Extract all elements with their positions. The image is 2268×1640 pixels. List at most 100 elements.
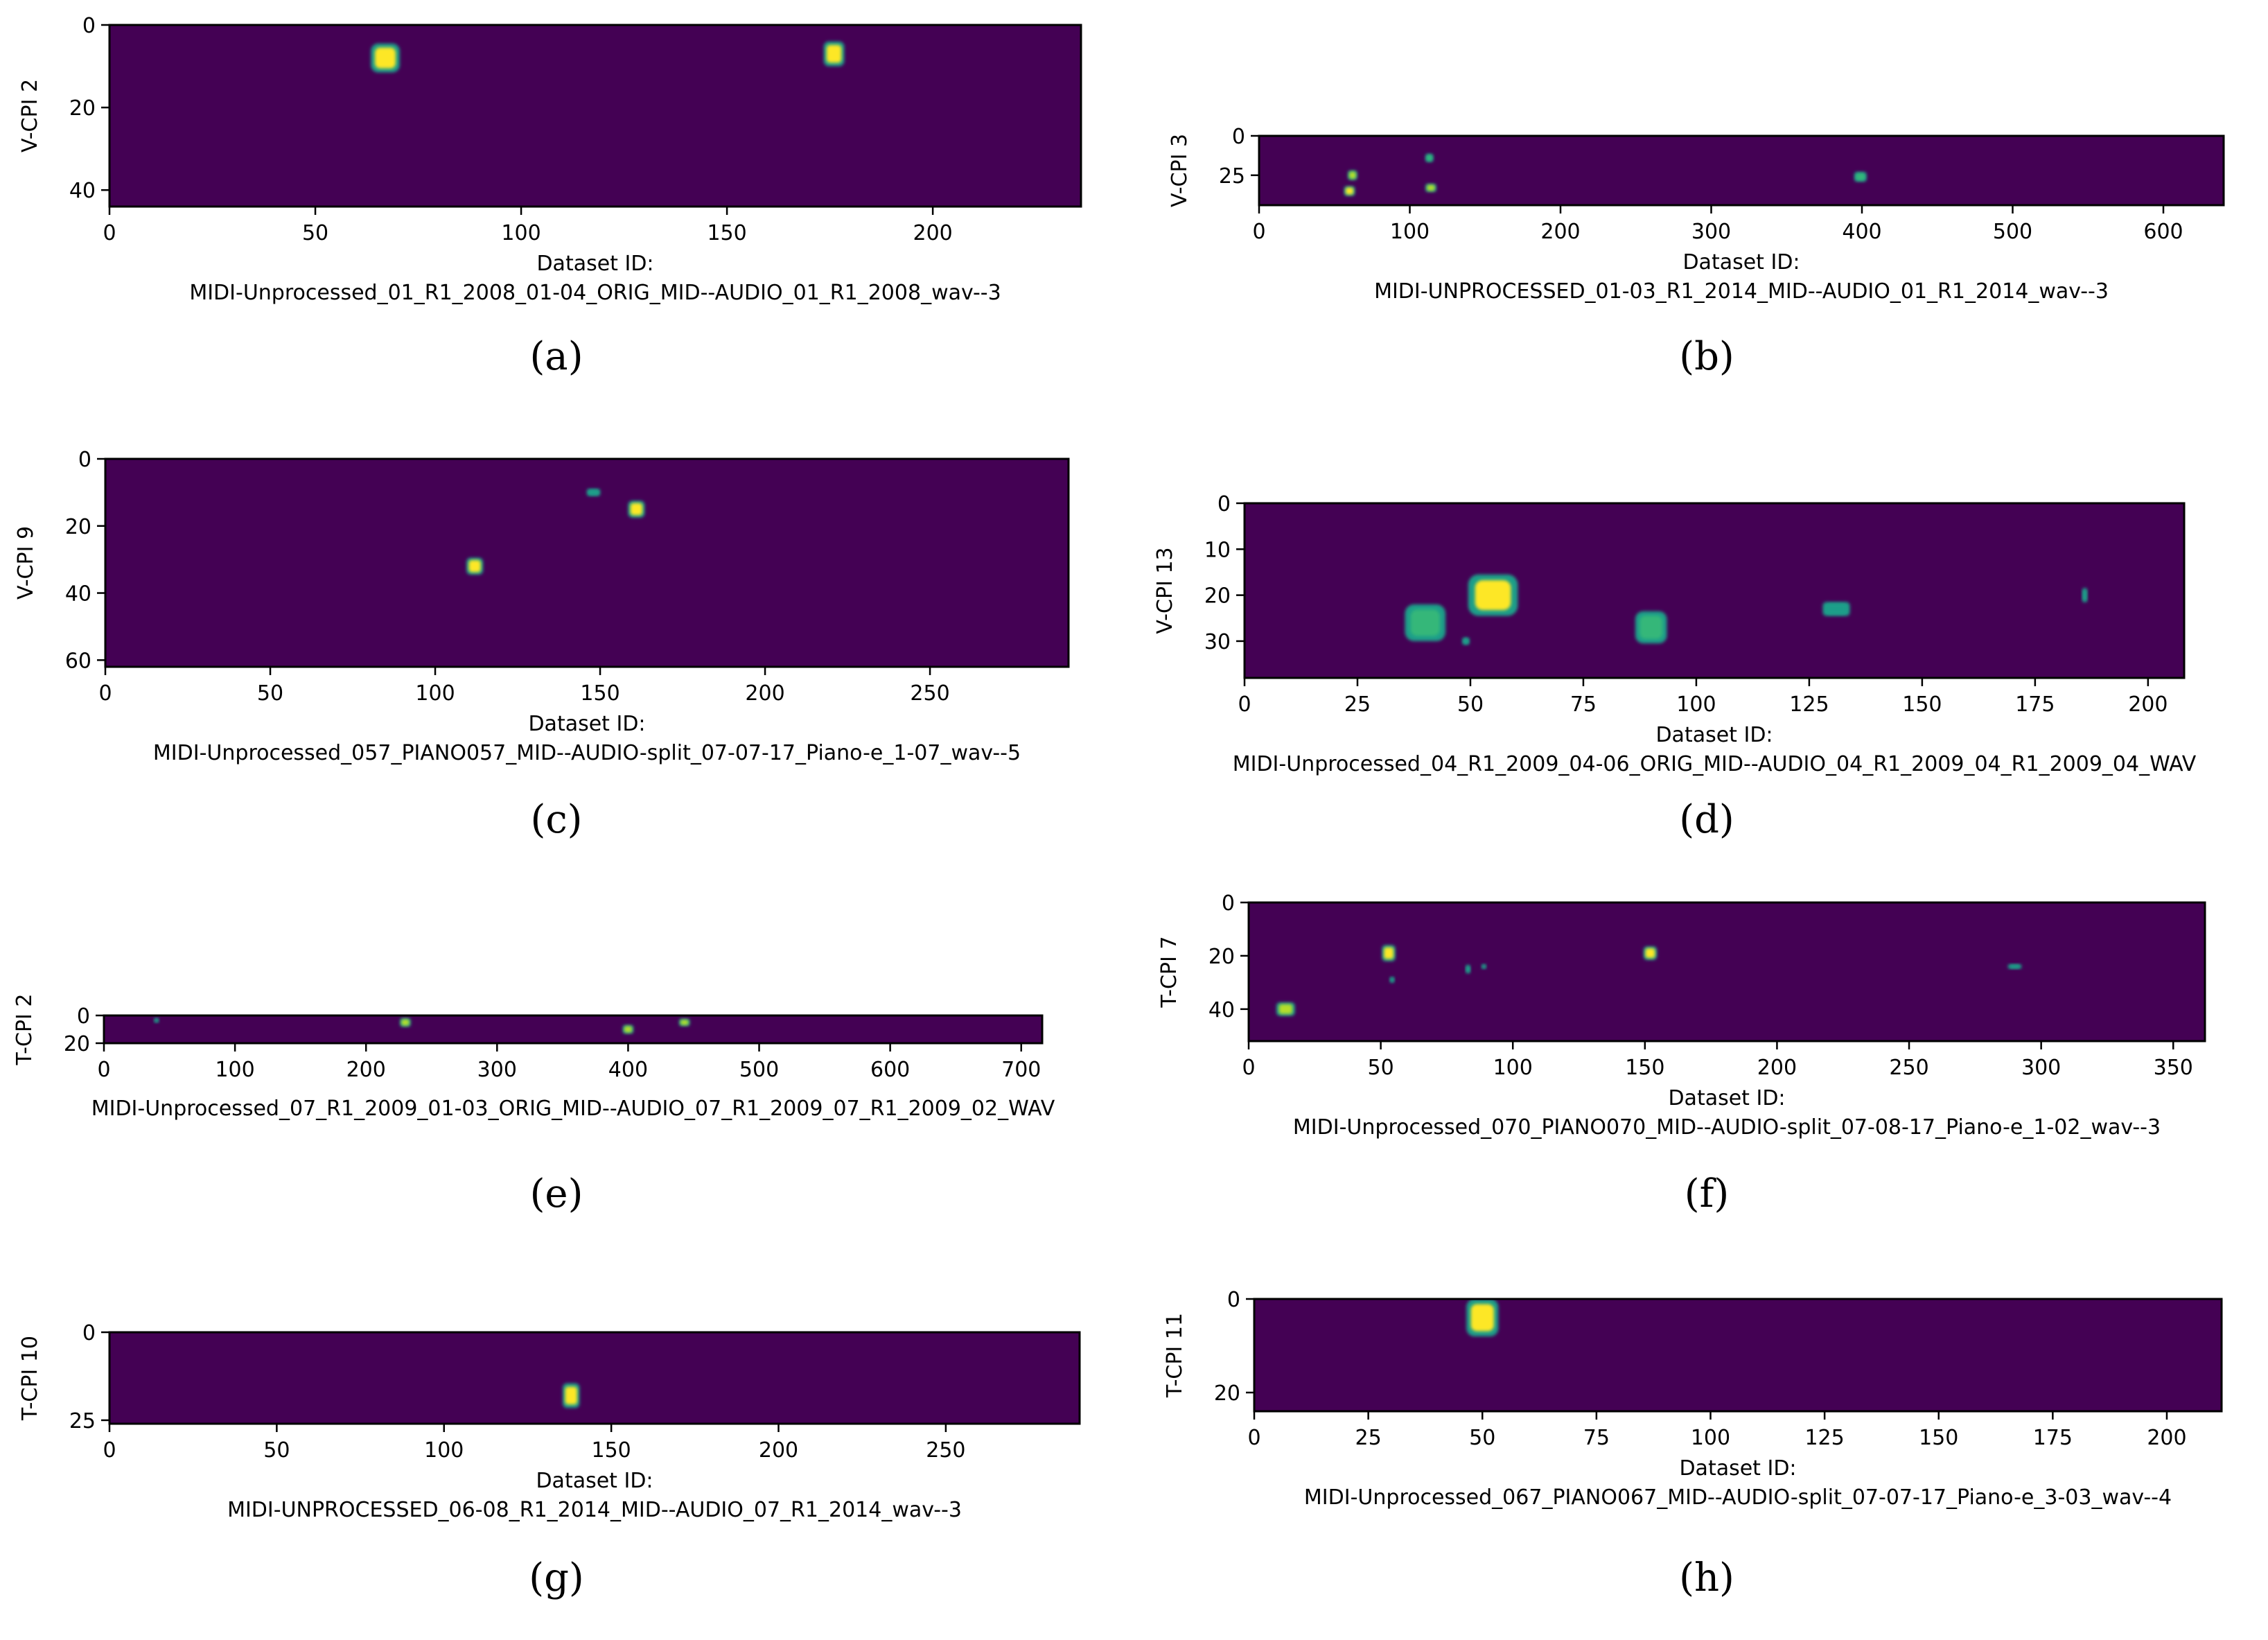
y-tick-label: 20 [64, 1032, 90, 1056]
x-axis-label: Dataset ID: [1668, 1086, 1785, 1110]
heatmap-background [109, 1332, 1080, 1424]
y-tick-label: 40 [1208, 998, 1235, 1022]
x-tick-label: 50 [263, 1438, 290, 1463]
heatmap-blob-core [1410, 609, 1440, 636]
heatmap-blob-core [1470, 1304, 1494, 1332]
heatmap-panel-f: 0 50 100 150 200 250 300 350 0 20 40 T-CPI 7 Dataset… [1124, 868, 2233, 1173]
heatmap-svg: 0 100 200 300 400 500 600 0 25 V-CPI 3 Dataset ID:… [1168, 125, 2225, 304]
y-tick-label: 40 [69, 179, 96, 203]
heatmap-blob-core [1463, 638, 1468, 644]
y-axis-label: V-CPI 13 [1153, 547, 1177, 634]
x-axis-dataset-id: MIDI-Unprocessed_070_PIANO070_MID--AUDIO… [1293, 1115, 2161, 1140]
panel-caption: (h) [1679, 1555, 1734, 1600]
heatmap-blob-core [1466, 966, 1470, 972]
y-tick-label: 20 [1204, 584, 1231, 609]
axes-frame [103, 1014, 1044, 1045]
x-tick-label: 200 [913, 221, 953, 245]
axes-frame [108, 24, 1082, 208]
heatmap-svg: 0 50 100 150 200 250 0 20 40 60 V-CPI 9 Dataset ID:… [14, 448, 1070, 765]
x-tick-label: 250 [910, 681, 949, 706]
x-axis-dataset-id: MIDI-Unprocessed_067_PIANO067_MID--AUDIO… [1304, 1485, 2172, 1510]
y-tick-label: 40 [65, 582, 91, 607]
x-tick-label: 300 [2021, 1056, 2061, 1080]
x-tick-label: 700 [1001, 1058, 1041, 1082]
y-axis-label: T-CPI 10 [18, 1336, 42, 1421]
y-axis-label: V-CPI 3 [1168, 134, 1192, 207]
heatmap-svg: 0 50 100 150 200 250 300 350 0 20 40 T-CPI 7 Dataset… [1157, 891, 2206, 1140]
heatmap-blob-core [468, 560, 481, 573]
x-tick-label: 300 [477, 1058, 517, 1082]
heatmap-blob-core [1390, 977, 1394, 982]
y-tick-label: 0 [82, 1321, 96, 1345]
heatmap-blob-core [155, 1018, 158, 1022]
x-tick-label: 300 [1691, 220, 1731, 244]
heatmap-blob-core [2083, 590, 2086, 600]
x-tick-label: 600 [2143, 220, 2183, 244]
panel-caption: (c) [530, 797, 583, 842]
heatmap-svg: 0 50 100 150 200 0 20 40 V-CPI 2 Dataset ID: MIDI-… [18, 14, 1082, 305]
y-tick-label: 20 [1208, 945, 1235, 969]
y-tick-label: 10 [1204, 538, 1231, 562]
x-tick-label: 50 [1368, 1056, 1394, 1080]
panel-caption: (e) [529, 1171, 583, 1216]
y-tick-label: 0 [77, 1004, 90, 1029]
y-axis-label: T-CPI 2 [12, 994, 37, 1066]
x-tick-label: 0 [1247, 1426, 1260, 1450]
y-axis-label: T-CPI 11 [1163, 1313, 1187, 1398]
heatmap-panel-b: 0 100 200 300 400 500 600 0 25 V-CPI 3 Dataset ID:… [1134, 101, 2251, 337]
x-tick-label: 250 [1889, 1056, 1928, 1080]
x-axis-label: Dataset ID: [528, 712, 645, 736]
x-tick-label: 150 [1919, 1426, 1958, 1450]
x-tick-label: 100 [1390, 220, 1430, 244]
x-tick-label: 50 [302, 221, 328, 245]
heatmap-blob-core [1349, 171, 1356, 179]
heatmap-background [109, 25, 1081, 207]
x-tick-label: 100 [1676, 692, 1716, 717]
heatmap-svg: 0 50 100 150 200 250 0 25 T-CPI 10 Dataset ID: MID… [18, 1321, 1081, 1522]
x-tick-label: 500 [739, 1058, 779, 1082]
x-tick-label: 0 [103, 221, 116, 245]
heatmap-svg: 0 25 50 75 100 125 150 175 200 0 20 T-CPI 11 Dataset… [1163, 1288, 2223, 1510]
x-tick-label: 25 [1344, 692, 1371, 717]
x-tick-label: 125 [1789, 692, 1829, 717]
x-tick-label: 175 [2015, 692, 2055, 717]
x-tick-label: 200 [2128, 692, 2168, 717]
x-tick-label: 100 [424, 1438, 464, 1463]
x-tick-label: 200 [346, 1058, 386, 1082]
y-axis-label: T-CPI 7 [1157, 936, 1181, 1009]
x-tick-label: 0 [98, 681, 112, 706]
y-tick-label: 30 [1204, 630, 1231, 654]
heatmap-blob-core [680, 1020, 689, 1025]
heatmap-blob-core [630, 503, 642, 516]
x-tick-label: 150 [1902, 692, 1942, 717]
x-tick-label: 0 [1238, 692, 1251, 717]
y-tick-label: 0 [1227, 1288, 1240, 1312]
x-tick-label: 150 [1625, 1056, 1664, 1080]
heatmap-svg: 0 25 50 75 100 125 150 175 200 0 10 20 30 V-CPI 13 Dat… [1153, 492, 2197, 776]
y-tick-label: 0 [78, 448, 91, 472]
x-axis-label: Dataset ID: [1682, 250, 1800, 274]
x-tick-label: 100 [1691, 1426, 1730, 1450]
x-tick-label: 75 [1570, 692, 1597, 717]
x-tick-label: 500 [1993, 220, 2032, 244]
y-tick-label: 25 [69, 1409, 96, 1433]
x-tick-label: 0 [1252, 220, 1265, 244]
heatmap-background [1254, 1299, 2222, 1411]
axes-frame [104, 457, 1070, 668]
heatmap-background [105, 459, 1069, 667]
x-tick-label: 100 [215, 1058, 254, 1082]
heatmap-blob-core [1346, 187, 1353, 195]
heatmap-blob-core [1278, 1004, 1292, 1014]
heatmap-panel-c: 0 50 100 150 200 250 0 20 40 60 V-CPI 9 Dataset ID:… [0, 424, 1096, 799]
x-tick-label: 100 [501, 221, 540, 245]
x-tick-label: 50 [257, 681, 283, 706]
x-axis-dataset-id: MIDI-UNPROCESSED_01-03_R1_2014_MID--AUDI… [1374, 279, 2109, 304]
x-tick-label: 200 [1757, 1056, 1797, 1080]
x-tick-label: 200 [745, 681, 784, 706]
x-axis-dataset-id: MIDI-UNPROCESSED_06-08_R1_2014_MID--AUDI… [227, 1498, 962, 1522]
y-tick-label: 0 [1217, 492, 1231, 516]
heatmap-blob-core [1826, 604, 1847, 614]
axes-frame [1247, 901, 2206, 1043]
y-tick-label: 20 [1214, 1381, 1240, 1406]
